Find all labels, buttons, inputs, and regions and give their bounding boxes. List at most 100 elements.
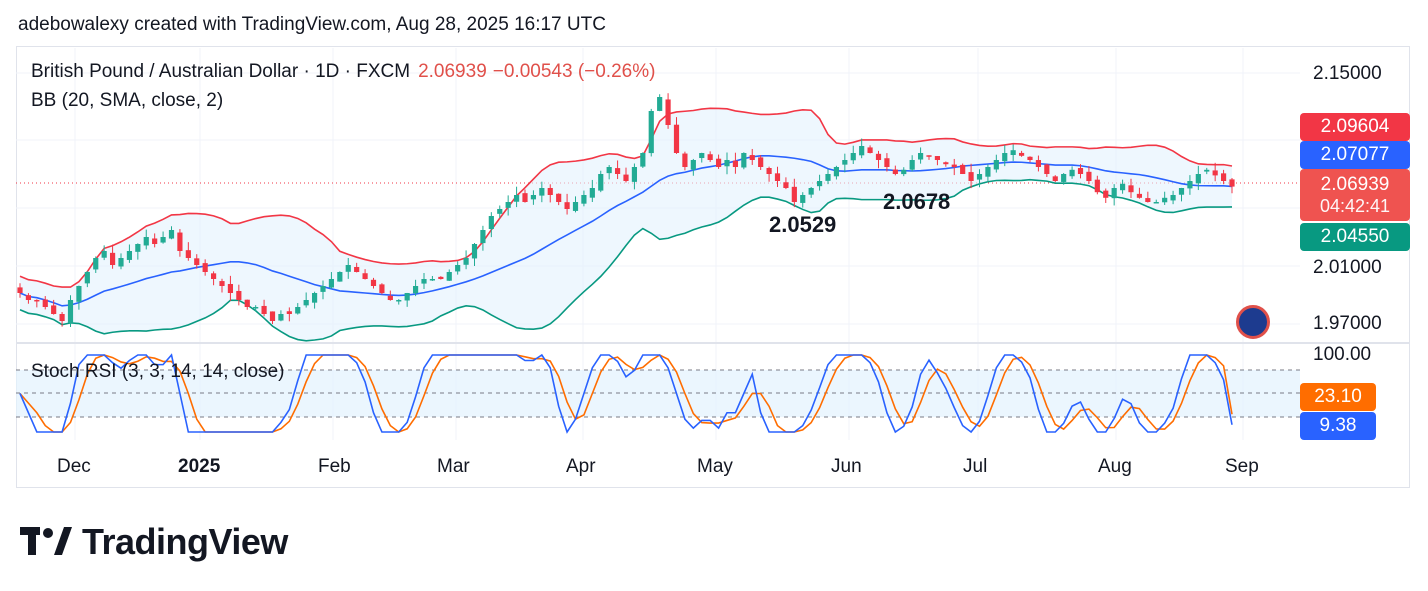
candle-body [185,250,191,258]
candle-body [1220,173,1227,181]
candle-body [236,290,242,300]
candle-body [556,193,562,202]
candle-body [808,188,814,195]
candle-body [194,258,200,265]
candle-body [825,174,831,181]
candle-body [463,258,469,265]
candle-body [901,169,907,175]
candle-body [513,195,520,202]
candle-body [774,173,781,181]
stoch-legend[interactable]: Stoch RSI (3, 3, 14, 14, close) [31,361,285,382]
candle-body [875,153,882,160]
candle-body [118,258,124,267]
x-tick-label: Sep [1225,456,1259,477]
bb-legend[interactable]: BB (20, SMA, close, 2) [31,90,224,111]
candle-body [210,273,217,279]
candle-body [42,299,48,307]
candle-body [917,153,924,160]
symbol-name: British Pound / Australian Dollar · 1D ·… [31,61,411,82]
candle-body [564,202,570,209]
candle-body [76,286,82,302]
x-tick-label: Aug [1098,456,1132,477]
candle-body [749,155,755,160]
candle-body [985,167,991,177]
candle-body [168,230,175,239]
stoch-y-tick-label: 100.00 [1313,344,1372,365]
band-fill [20,108,1232,341]
candle-body [589,188,595,198]
candle-body [943,162,949,165]
candle-body [1136,193,1143,198]
countdown: 04:42:41 [1319,195,1391,216]
candle-body [1128,185,1134,193]
candle-body [396,300,402,302]
tradingview-logo-icon [20,527,72,555]
candle-body [101,251,107,258]
candle-body [177,232,183,251]
candle-body [303,300,309,306]
candle-body [160,237,166,243]
candle-body [1094,179,1100,193]
candle-body [1061,174,1067,182]
candle-body [227,283,234,293]
candle-body [1145,198,1151,202]
candle-body [446,272,452,281]
tradingview-logo[interactable]: TradingView [20,521,288,563]
candle-body [109,252,116,265]
candle-body [471,244,478,259]
candle-body [219,281,225,286]
price-tag: 2.06939 04:42:41 [1300,169,1410,221]
candle-body [850,153,856,161]
basis-line [19,155,1233,307]
candle-body [673,124,680,153]
candle-body [968,172,974,181]
candle-body [17,287,23,293]
y-tick-label: 2.15000 [1313,63,1382,84]
candle-body [244,299,250,307]
x-tick-label: Jun [831,456,862,477]
candle-body [842,160,848,165]
candle-body [732,160,739,167]
candle-body [202,263,208,272]
stoch-k-line [19,353,1233,434]
candle-body [1035,160,1042,167]
candle-body [892,169,898,174]
candle-body [606,167,612,174]
candle-body [311,293,318,303]
candle-body [320,286,326,292]
candle-body [345,265,351,272]
candle-body [1204,169,1210,172]
candle-body [833,167,840,177]
candle-body [690,160,696,170]
candle-body [640,153,646,167]
candle-body [1178,188,1185,195]
candle-body [1052,176,1058,181]
annotation-low-1: 2.0529 [769,212,837,237]
candle-body [421,279,427,284]
candle-body [354,266,360,272]
candle-body [909,160,915,170]
candle-body [926,155,932,157]
candle-body [859,146,865,156]
candle-body [648,111,654,154]
candle-body [455,265,461,272]
candle-body [269,311,276,321]
candle-body [867,147,873,153]
candle-body [1027,156,1033,160]
candle-body [1069,169,1075,177]
candle-body [1170,195,1176,201]
legend-price: 2.06939 [418,61,487,82]
candle-body [530,195,537,200]
x-tick-label: May [697,456,733,477]
stoch-d-tag: 23.10 [1300,383,1376,411]
candle-body [404,293,410,301]
candle-body [84,272,90,284]
candle-body [497,209,503,214]
candle-body [682,153,688,167]
symbol-legend[interactable]: British Pound / Australian Dollar · 1D ·… [31,61,655,83]
chart-frame[interactable] [16,46,1410,488]
x-tick-label: Jul [963,456,988,477]
australia-flag-icon[interactable] [1236,305,1270,339]
candle-body [1002,153,1008,162]
